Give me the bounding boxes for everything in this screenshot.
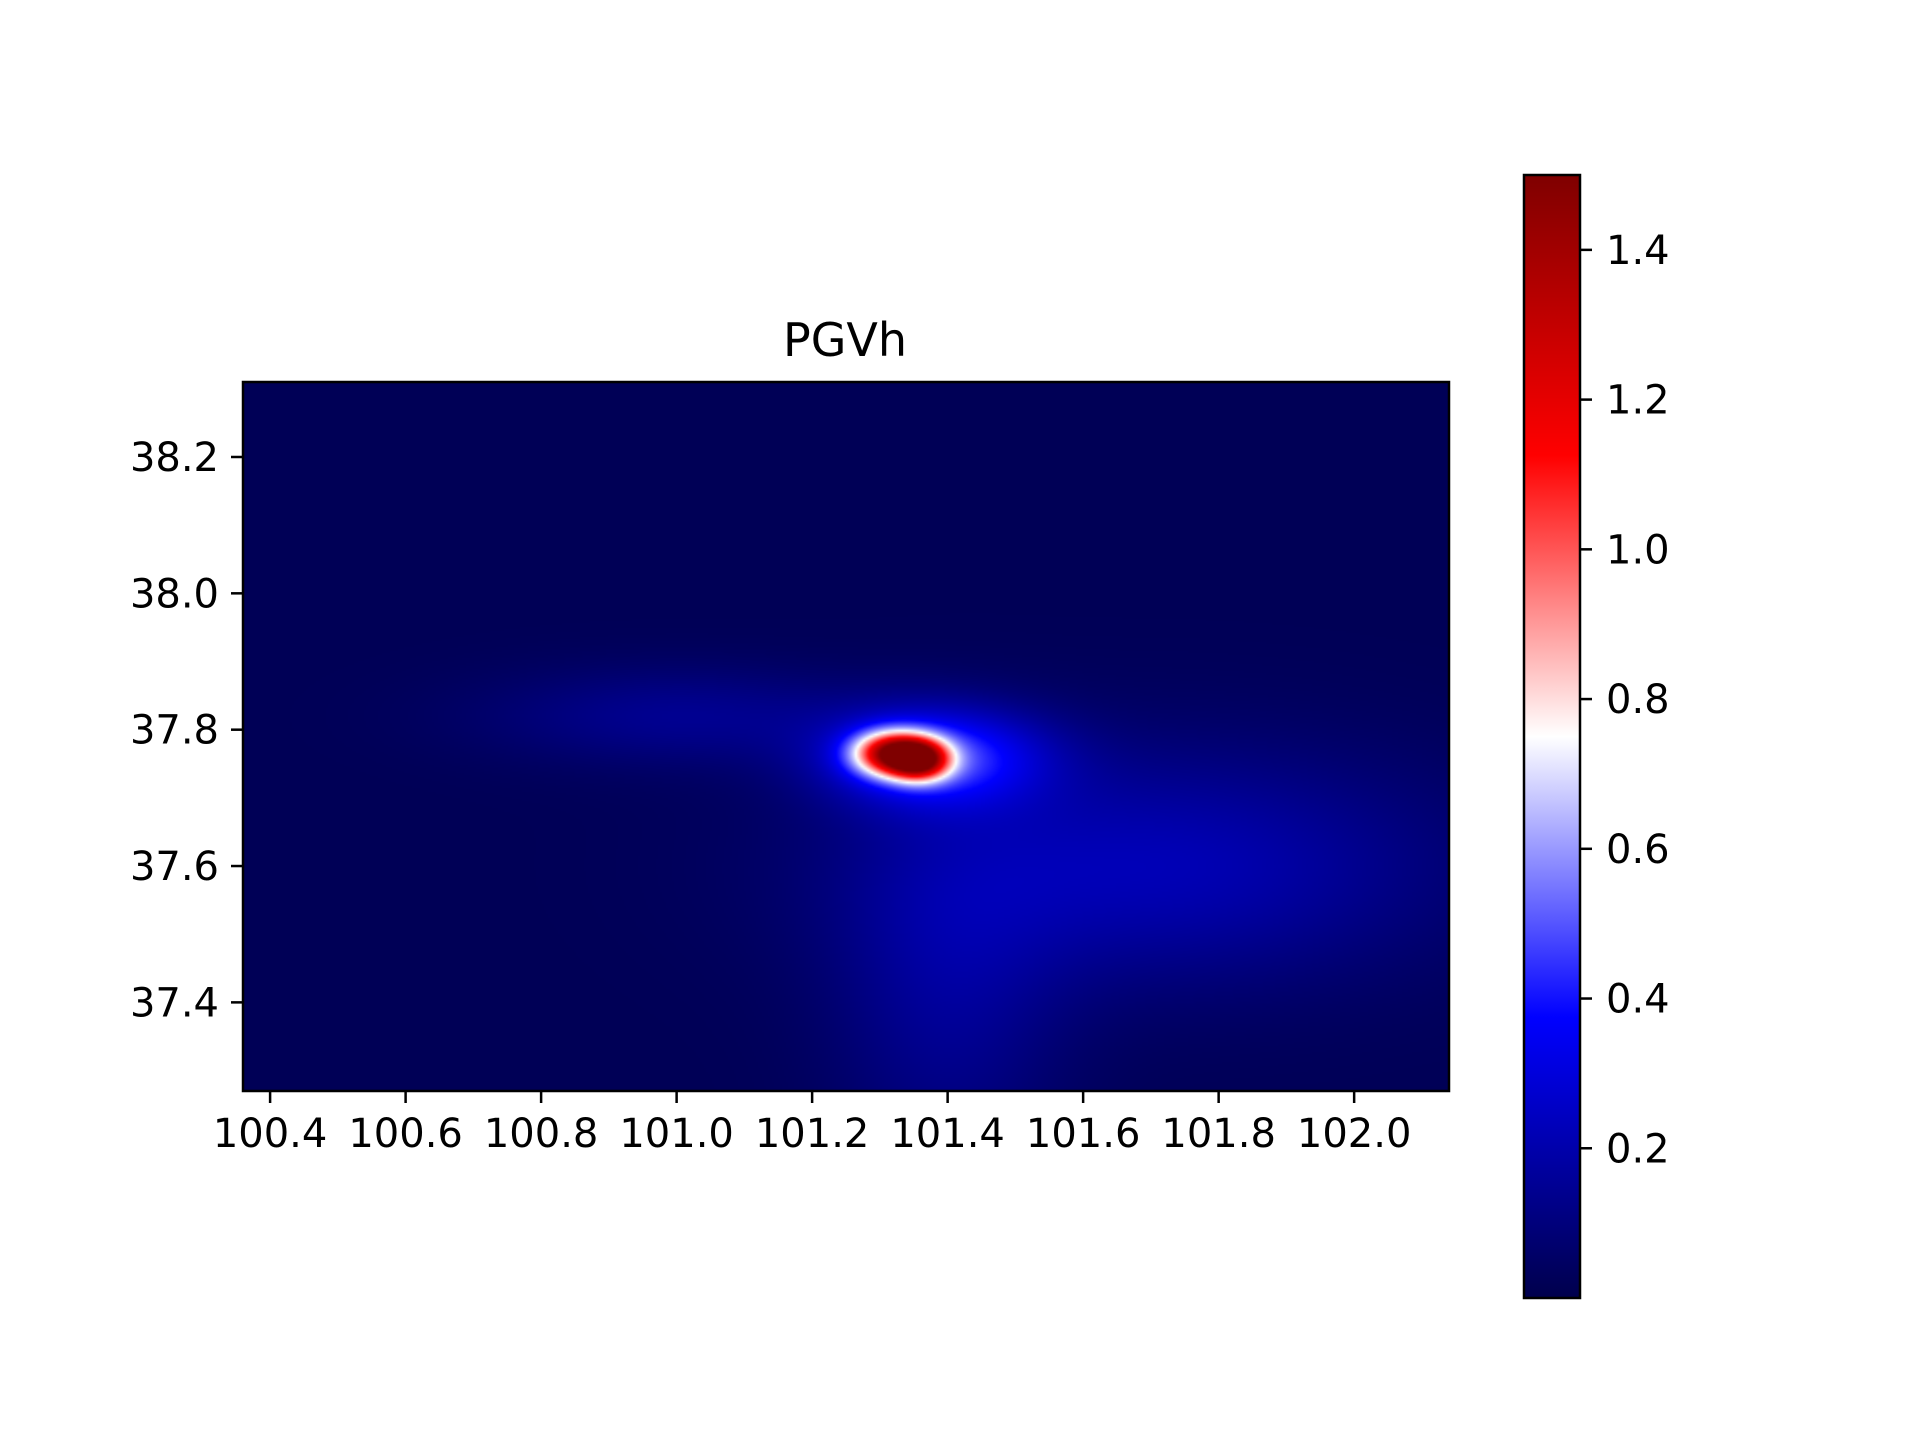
colorbar: 0.2 0.4 0.6 0.8 1.0 1.2 1.4	[1522, 173, 1670, 1300]
x-axis: 100.4 100.6 100.8 101.0 101.2 101.4 101.6 101.8…	[213, 1091, 1412, 1157]
colorbar-tick-label: 1.4	[1606, 228, 1670, 274]
y-tick-label: 37.6	[130, 844, 219, 890]
y-axis: 37.4 37.6 37.8 38.0 38.2	[130, 435, 243, 1026]
y-tick-label: 37.8	[130, 708, 219, 754]
x-tick-label: 101.0	[619, 1111, 734, 1157]
colorbar-gradient	[1524, 175, 1580, 1298]
colorbar-ticks: 0.2 0.4 0.6 0.8 1.0 1.2 1.4	[1580, 228, 1670, 1172]
colorbar-tick-label: 1.0	[1606, 527, 1670, 573]
colorbar-tick-label: 1.2	[1606, 378, 1670, 424]
colorbar-tick-label: 0.2	[1606, 1126, 1670, 1172]
x-tick-label: 102.0	[1297, 1111, 1412, 1157]
x-tick-label: 100.8	[484, 1111, 599, 1157]
chart-title: PGVh	[783, 313, 907, 367]
colorbar-tick-label: 0.8	[1606, 677, 1670, 723]
y-tick-label: 37.4	[130, 980, 219, 1026]
plot-frame	[241, 380, 1451, 1093]
colorbar-frame	[1522, 173, 1582, 1300]
heatmap-area	[241, 380, 1451, 1093]
x-tick-label: 101.4	[890, 1111, 1005, 1157]
y-tick-label: 38.0	[130, 571, 219, 617]
x-tick-label: 101.6	[1026, 1111, 1141, 1157]
x-tick-label: 101.2	[755, 1111, 870, 1157]
x-tick-label: 100.6	[348, 1111, 463, 1157]
y-tick-label: 38.2	[130, 435, 219, 481]
colorbar-tick-label: 0.4	[1606, 977, 1670, 1023]
heatmap-raster	[243, 382, 1449, 1091]
colorbar-tick-label: 0.6	[1606, 827, 1670, 873]
x-tick-label: 100.4	[213, 1111, 328, 1157]
x-tick-label: 101.8	[1161, 1111, 1276, 1157]
